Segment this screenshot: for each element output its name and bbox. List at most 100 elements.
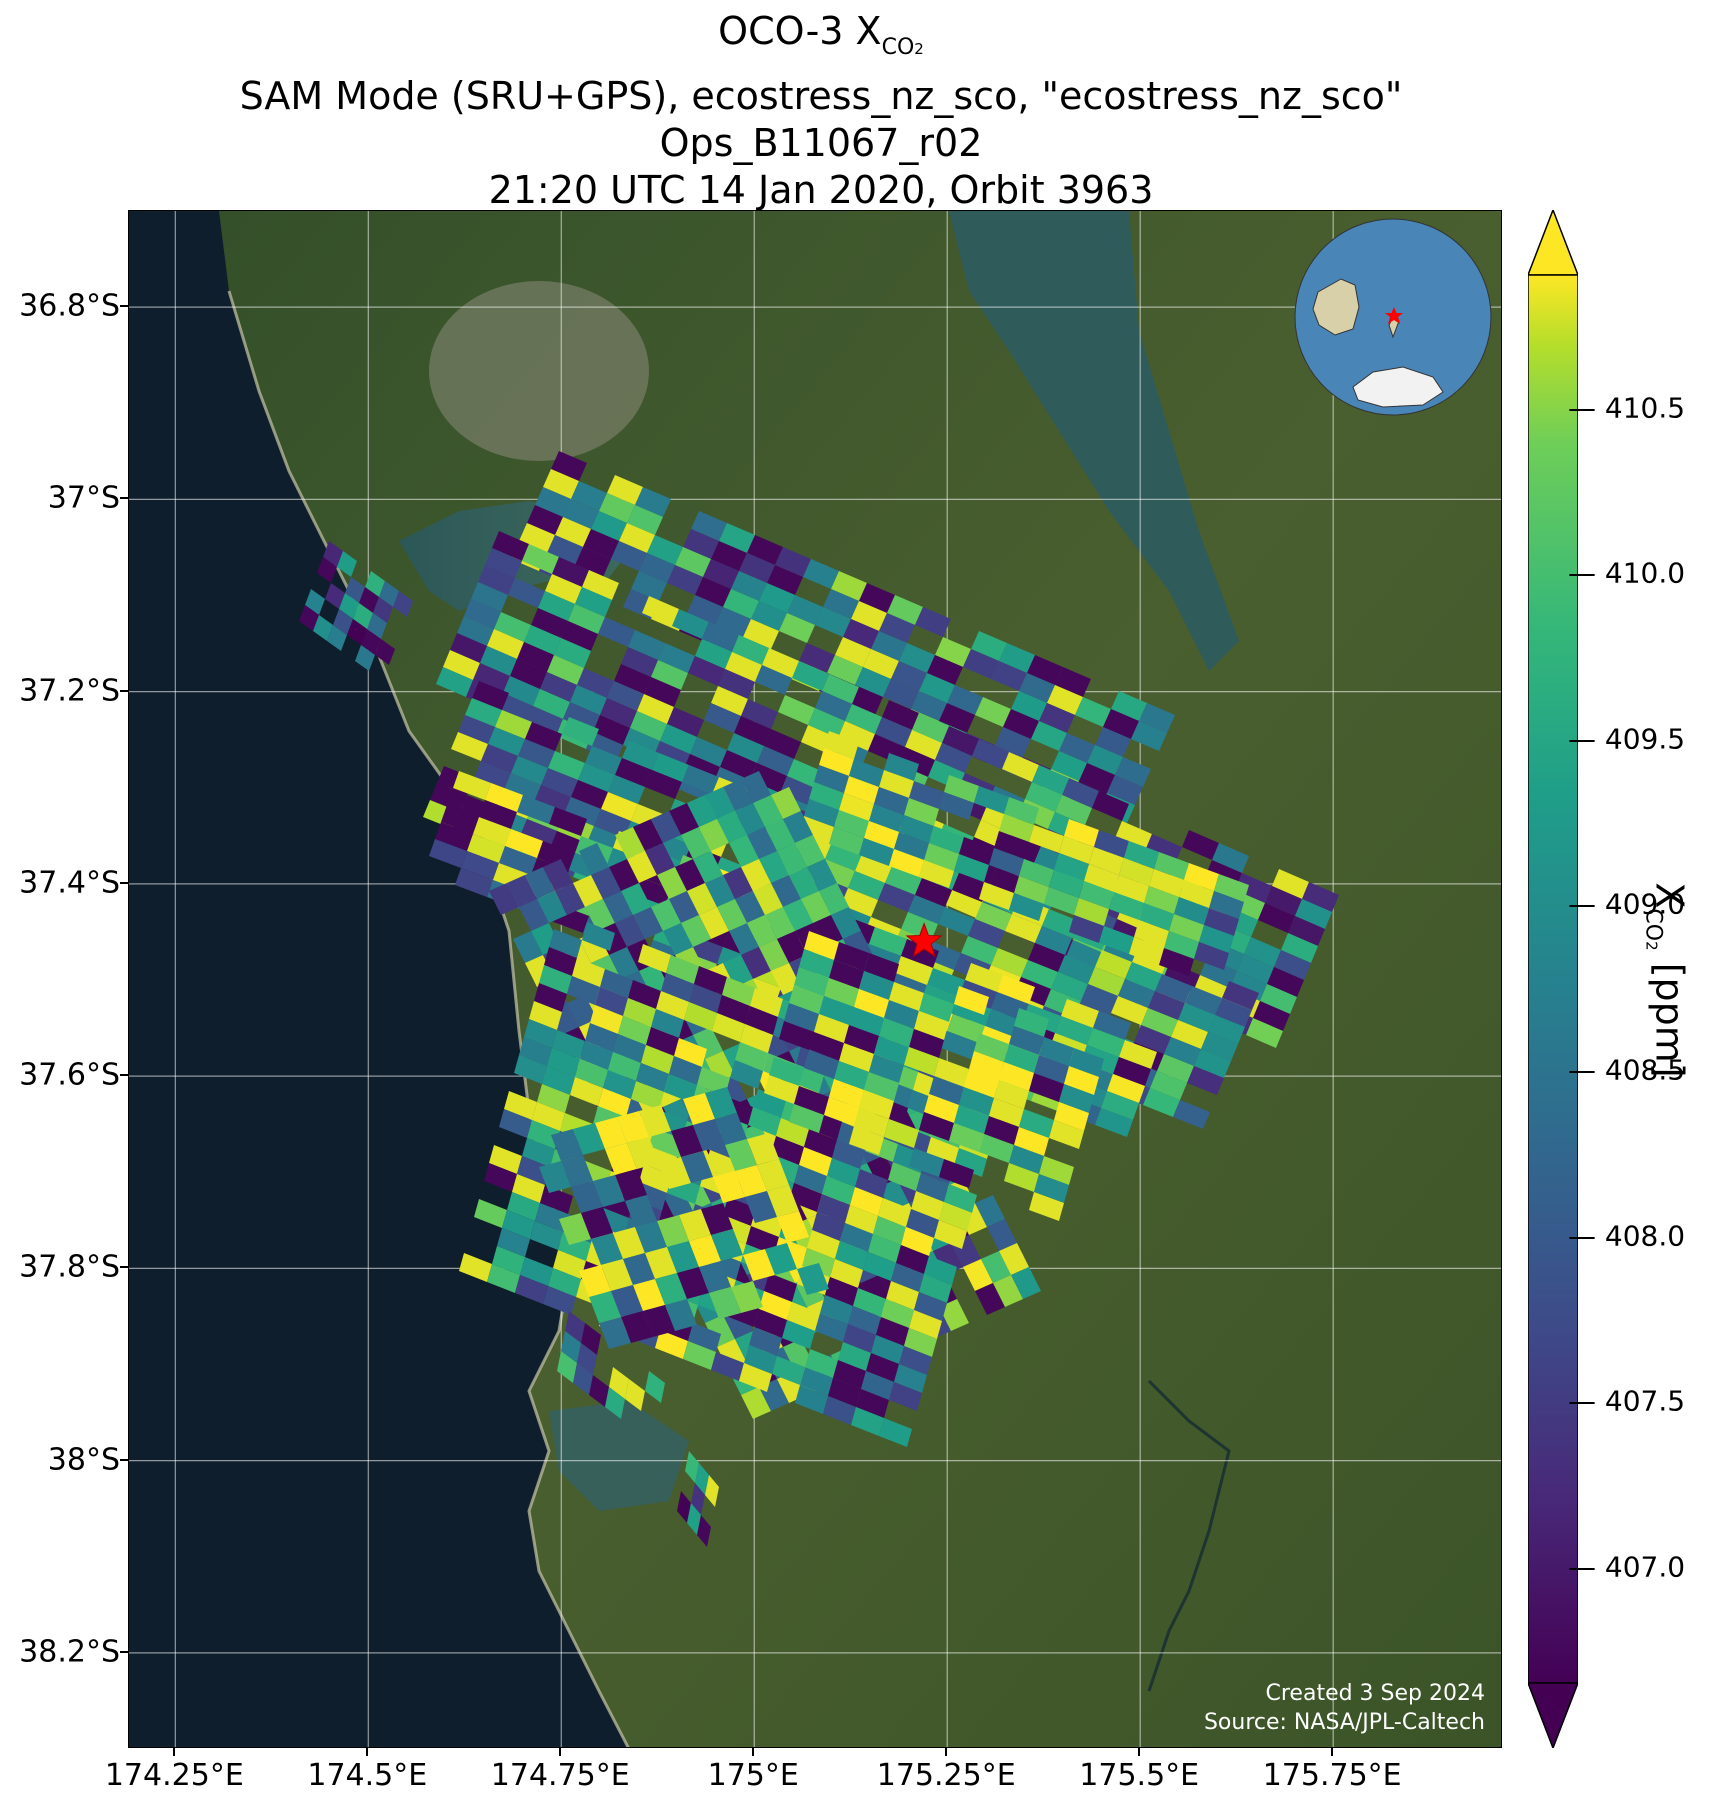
sounding-cell [844, 1025, 879, 1054]
sounding-cell [1095, 950, 1132, 979]
sounding-cell [625, 1195, 657, 1227]
locator-globe [1293, 217, 1493, 417]
map-canvas[interactable] [129, 211, 1502, 1748]
sounding-cell [570, 1077, 603, 1106]
sounding-cell [617, 1111, 649, 1143]
sounding-cell [1059, 733, 1095, 763]
sounding-cell [522, 544, 559, 574]
sounding-cell [822, 674, 859, 704]
sounding-cell [633, 1279, 665, 1311]
sounding-cell [655, 1330, 688, 1359]
sounding-cell [891, 1263, 924, 1292]
sounding-cell [553, 1250, 586, 1279]
sounding-cell [512, 1174, 545, 1203]
sounding-cell [325, 583, 345, 609]
sounding-cell [899, 643, 935, 673]
sounding-cell [993, 1275, 1023, 1307]
sounding-cell [934, 1220, 967, 1249]
sounding-cell [684, 1002, 717, 1031]
sounding-cell [693, 851, 723, 883]
sounding-cell [495, 710, 532, 739]
sounding-cell [478, 565, 515, 595]
y-tick-label: 37.8°S [19, 1249, 120, 1285]
sounding-cell [767, 1185, 799, 1217]
sounding-cell [741, 1387, 771, 1419]
sounding-cell [711, 1229, 743, 1261]
sounding-cell [545, 574, 582, 604]
colorbar-tick-label: — 409.5 [1568, 722, 1686, 756]
sounding-cell [747, 1133, 779, 1165]
sounding-cell [573, 1363, 593, 1395]
sounding-cell [1281, 933, 1318, 963]
sounding-cell [1021, 960, 1058, 989]
sounding-cell [1039, 1037, 1074, 1066]
y-tick-mark [120, 689, 128, 692]
sounding-cell [1054, 1102, 1089, 1131]
sounding-cell [1139, 903, 1174, 931]
sounding-cell [581, 1207, 613, 1239]
sounding-cell [579, 843, 609, 875]
x-tick-label: 175°E [707, 1758, 799, 1793]
sounding-cell [725, 1139, 757, 1171]
sounding-cell [510, 659, 547, 689]
sounding-cell [899, 815, 934, 843]
sounding-cell [863, 649, 899, 679]
sounding-cell [824, 1097, 859, 1126]
sounding-cell [1035, 926, 1072, 955]
sounding-cell [1109, 892, 1144, 920]
sounding-cell [608, 1052, 641, 1081]
sounding-cell [1209, 891, 1244, 919]
sounding-cell [879, 770, 914, 798]
y-tick-label: 36.8°S [19, 288, 120, 324]
sounding-cell [590, 1005, 623, 1034]
sounding-cell [750, 763, 787, 793]
sounding-cell [909, 781, 944, 809]
sounding-cell [541, 768, 578, 797]
sounding-cell [711, 1352, 744, 1381]
sounding-cell [851, 1407, 884, 1436]
sounding-cell [727, 733, 764, 763]
sounding-cell [873, 1216, 906, 1245]
sounding-cell [1047, 685, 1083, 715]
sounding-cell [537, 841, 575, 870]
sounding-cell [508, 578, 545, 608]
sounding-cell [863, 1252, 896, 1281]
sounding-cell [757, 746, 794, 776]
sounding-cell [333, 609, 353, 635]
sounding-cell [1182, 830, 1219, 860]
sounding-cell [975, 1283, 1005, 1315]
sounding-cell [1144, 886, 1179, 914]
sounding-cell [547, 535, 583, 565]
sounding-cell [817, 1194, 850, 1223]
sounding-cell [829, 827, 864, 855]
sounding-cell [975, 1195, 1005, 1227]
sounding-cell [954, 986, 989, 1015]
sounding-cell [879, 1179, 909, 1211]
sounding-cell [561, 1155, 593, 1187]
sounding-cell [757, 1159, 789, 1191]
sounding-cell [1005, 914, 1042, 943]
sounding-cell [916, 1173, 949, 1202]
sounding-cell [665, 1299, 697, 1331]
sounding-cell [497, 1228, 530, 1257]
sounding-cell [547, 655, 584, 685]
sounding-cell [337, 551, 357, 577]
sounding-cell [839, 793, 874, 821]
sounding-cell [564, 797, 601, 826]
sounding-cell [1111, 691, 1147, 721]
sounding-cell [711, 541, 747, 571]
map-panel[interactable]: Created 3 Sep 2024 Source: NASA/JPL-Calt… [128, 210, 1502, 1748]
sounding-cell [896, 1245, 929, 1274]
sounding-cell [630, 711, 667, 741]
sounding-cell [743, 1249, 775, 1281]
sounding-cell [789, 1183, 822, 1212]
sounding-cell [591, 1233, 623, 1265]
sounding-cell [679, 1209, 711, 1241]
sounding-cell [492, 531, 529, 561]
sounding-cell [1058, 955, 1095, 984]
sounding-cell [723, 867, 753, 899]
sounding-cell [741, 699, 778, 729]
sounding-cell [883, 679, 919, 709]
sounding-cell [547, 1048, 580, 1077]
sounding-cell [524, 625, 561, 655]
